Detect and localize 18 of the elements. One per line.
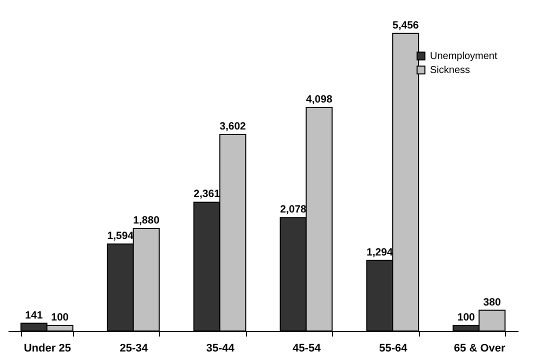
data-label: 4,098 <box>306 93 332 106</box>
data-label: 141 <box>25 309 43 322</box>
data-label: 1,880 <box>133 214 160 226</box>
x-tick-label: 25-34 <box>120 342 149 354</box>
data-label: 380 <box>483 296 501 308</box>
legend-label: Unemployment <box>430 51 498 62</box>
data-label: 2,361 <box>194 188 220 200</box>
x-tick-label: 35-44 <box>206 342 236 354</box>
data-label: 100 <box>457 312 476 324</box>
x-tick-label: 55-64 <box>379 342 408 354</box>
legend-label: Sickness <box>430 65 470 76</box>
x-tick-label: Under 25 <box>24 342 71 354</box>
data-label: 5,456 <box>392 19 419 32</box>
x-tick-label: 45-54 <box>292 342 322 354</box>
data-label: 100 <box>51 312 69 324</box>
data-label: 3,602 <box>220 120 246 133</box>
x-tick-label: 65 & Over <box>454 342 506 354</box>
data-label: 1,594 <box>107 230 134 242</box>
